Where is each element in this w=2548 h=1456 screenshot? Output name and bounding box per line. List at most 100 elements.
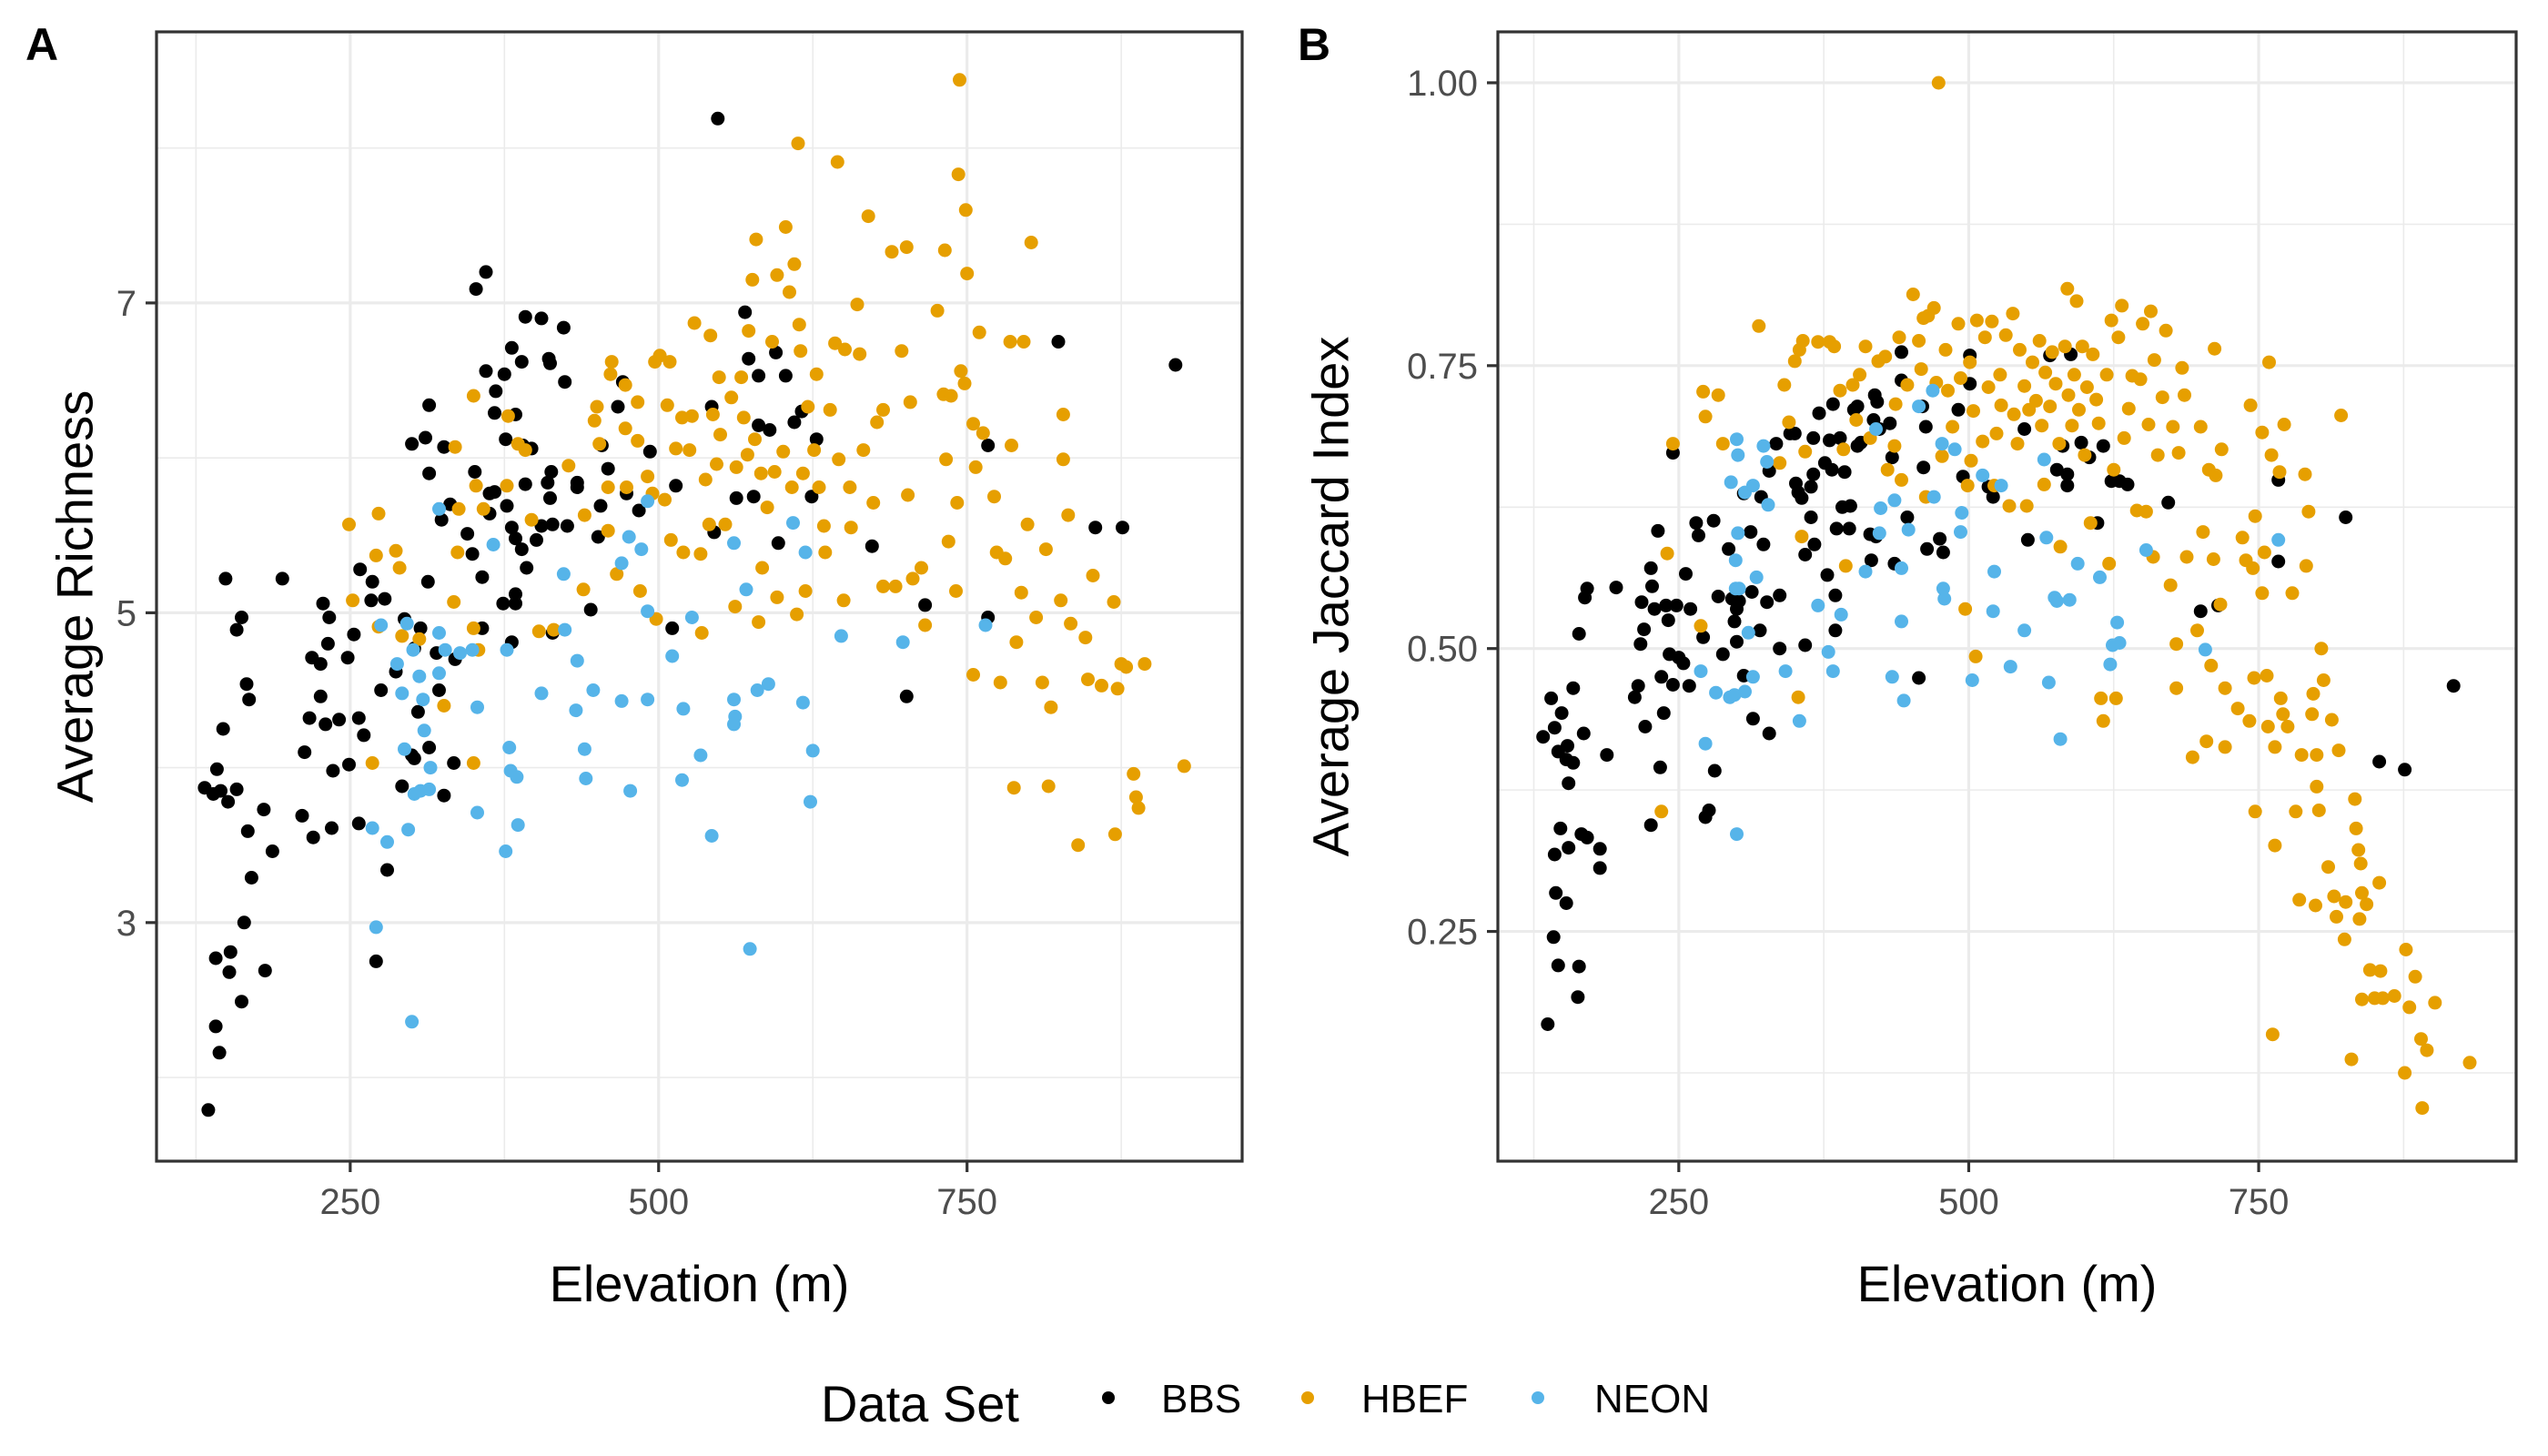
point-bbs: [1679, 567, 1693, 581]
point-hbef: [524, 512, 539, 527]
point-hbef: [950, 496, 965, 510]
point-neon: [401, 823, 416, 837]
point-bbs: [257, 803, 271, 817]
legend-label-hbef: HBEF: [1361, 1377, 1468, 1421]
point-bbs: [669, 479, 683, 493]
point-neon: [675, 773, 689, 787]
point-neon: [2041, 675, 2056, 690]
point-neon: [750, 683, 764, 697]
point-neon: [1858, 564, 1873, 579]
point-bbs: [1696, 630, 1711, 644]
point-neon: [727, 693, 741, 707]
point-bbs: [1631, 679, 1645, 693]
point-bbs: [1773, 588, 1787, 602]
point-hbef: [2037, 477, 2051, 491]
point-hbef: [1127, 766, 1141, 781]
point-hbef: [724, 390, 739, 405]
point-bbs: [509, 596, 522, 611]
x-tick-label: 500: [1938, 1182, 1999, 1222]
point-bbs: [295, 808, 309, 823]
point-hbef: [392, 561, 407, 575]
point-bbs: [434, 512, 449, 527]
point-bbs: [1850, 399, 1865, 414]
legend-label-neon: NEON: [1594, 1377, 1710, 1421]
point-neon: [1955, 506, 1969, 520]
point-bbs: [899, 689, 914, 703]
point-hbef: [2292, 893, 2307, 907]
point-hbef: [437, 699, 451, 713]
point-hbef: [915, 561, 928, 575]
point-hbef: [2178, 388, 2191, 402]
point-hbef: [740, 448, 754, 462]
point-hbef: [966, 417, 980, 431]
point-hbef: [755, 561, 770, 575]
point-hbef: [1878, 349, 1893, 364]
point-hbef: [1787, 354, 1802, 369]
point-bbs: [1634, 595, 1649, 610]
point-neon: [805, 743, 820, 758]
point-bbs: [1665, 678, 1680, 692]
point-hbef: [694, 626, 709, 640]
point-bbs: [201, 1103, 216, 1117]
point-hbef: [1836, 442, 1851, 457]
point-hbef: [2193, 420, 2208, 434]
point-hbef: [1838, 559, 1853, 573]
point-bbs: [342, 757, 356, 772]
point-hbef: [1951, 317, 1966, 331]
point-hbef: [760, 500, 774, 515]
point-hbef: [2243, 398, 2258, 412]
point-hbef: [853, 347, 867, 361]
point-bbs: [1689, 516, 1704, 531]
point-bbs: [1643, 818, 1658, 833]
point-bbs: [1553, 821, 1568, 835]
point-bbs: [240, 824, 255, 838]
legend: Data Set BBS HBEF NEON: [821, 1375, 1710, 1432]
point-hbef: [1777, 378, 1792, 392]
point-hbef: [2248, 509, 2262, 523]
point-hbef: [2035, 419, 2049, 433]
point-neon: [978, 618, 993, 632]
point-bbs: [1549, 885, 1563, 900]
point-bbs: [1541, 1017, 1555, 1031]
point-neon: [623, 784, 638, 798]
point-hbef: [1095, 678, 1108, 693]
point-neon: [570, 653, 584, 668]
point-bbs: [357, 728, 371, 743]
point-bbs: [1787, 426, 1802, 440]
point-hbef: [957, 376, 972, 390]
point-hbef: [2372, 875, 2387, 890]
point-hbef: [729, 460, 743, 474]
point-bbs: [1684, 602, 1698, 616]
point-hbef: [850, 298, 864, 312]
point-bbs: [771, 536, 785, 551]
point-neon: [500, 642, 514, 657]
point-bbs: [1900, 511, 1915, 524]
point-hbef: [828, 336, 843, 350]
point-hbef: [2190, 623, 2204, 638]
point-hbef: [2415, 1101, 2430, 1116]
point-bbs: [208, 951, 223, 966]
point-hbef: [676, 545, 691, 560]
point-neon: [374, 618, 389, 632]
point-hbef: [792, 318, 806, 332]
point-hbef: [466, 756, 480, 770]
point-neon: [1926, 490, 1941, 504]
y-tick-label: 7: [116, 284, 136, 324]
point-hbef: [2408, 969, 2422, 984]
point-hbef: [2078, 448, 2092, 462]
point-hbef: [1849, 413, 1864, 427]
point-neon: [1756, 439, 1771, 453]
point-neon: [1709, 685, 1724, 700]
point-hbef: [1887, 439, 1902, 453]
point-hbef: [2353, 856, 2368, 871]
point-hbef: [1056, 408, 1070, 421]
point-bbs: [1843, 499, 1857, 513]
plot-background: [1498, 32, 2516, 1161]
point-hbef: [1773, 456, 1787, 470]
point-neon: [2037, 452, 2051, 467]
point-neon: [1731, 448, 1745, 462]
point-hbef: [2289, 804, 2303, 819]
point-hbef: [447, 595, 461, 609]
point-hbef: [1038, 542, 1053, 557]
point-bbs: [558, 375, 572, 389]
